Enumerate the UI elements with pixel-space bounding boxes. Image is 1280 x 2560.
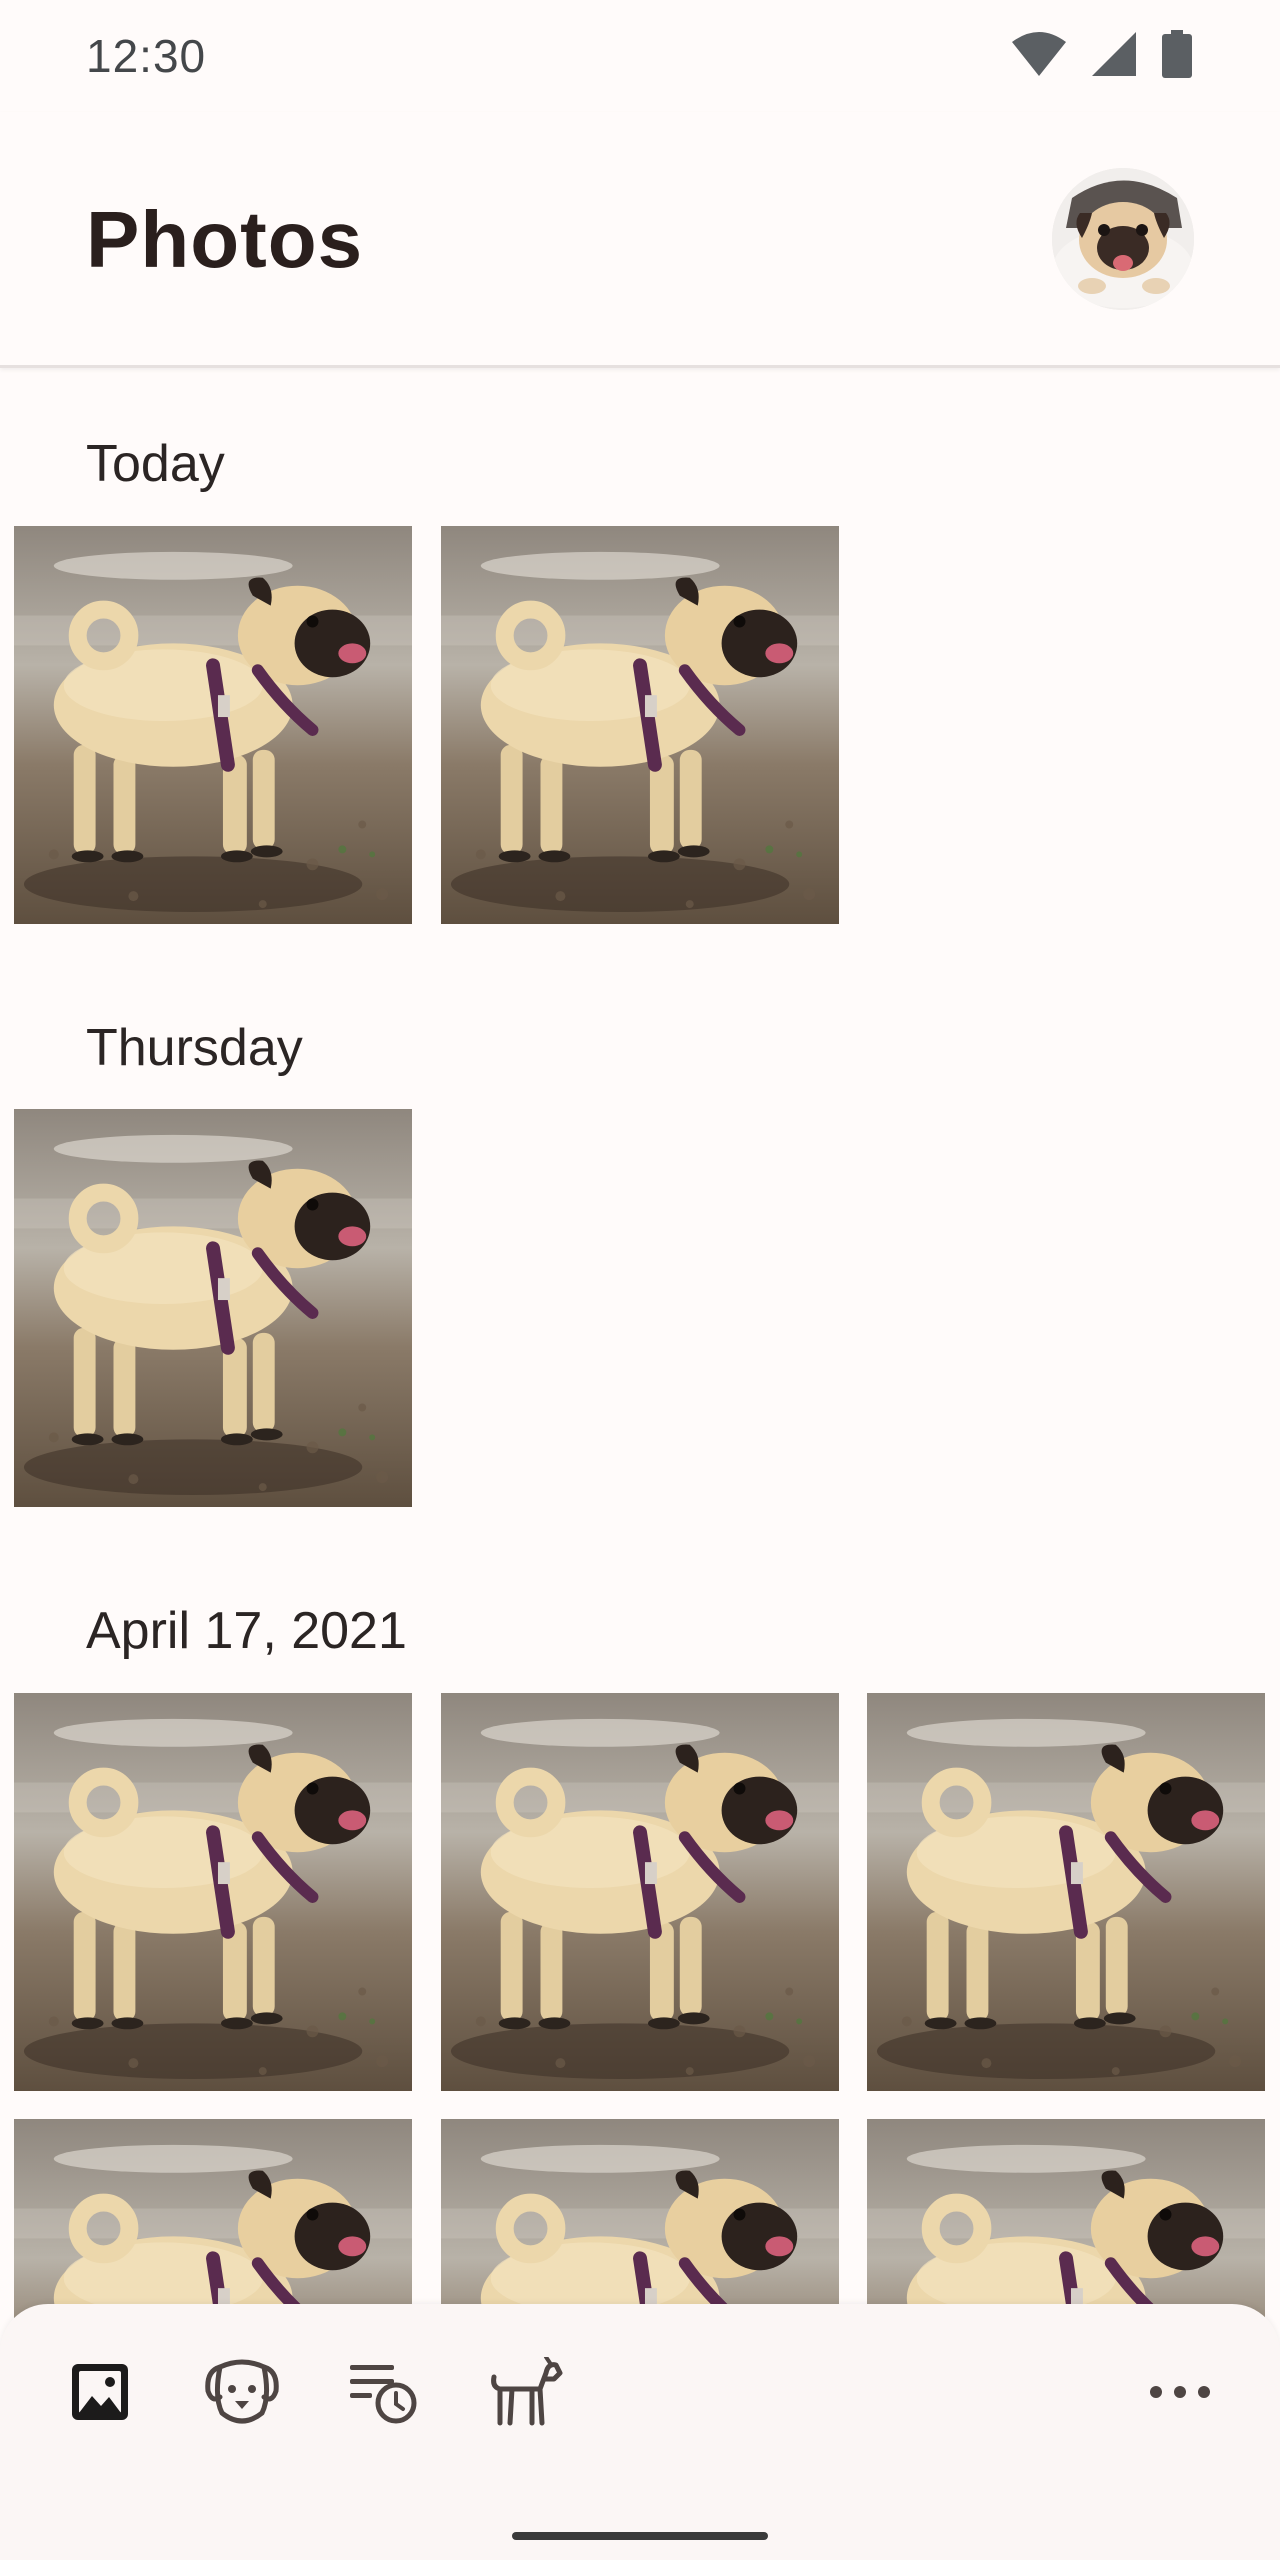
pug-photo-icon [14,1693,412,2091]
status-time: 12:30 [86,30,207,82]
top-app-bar: Photos [0,112,1280,368]
wifi-icon [1012,31,1066,81]
page-title: Photos [86,195,364,284]
nav-schedule-button[interactable] [336,2344,432,2440]
nav-photos-button[interactable] [52,2344,148,2440]
status-bar: 12:30 [0,0,1280,112]
dog-walk-icon [491,2357,563,2426]
pug-avatar-icon [1052,168,1194,310]
nav-more-button[interactable] [1132,2344,1228,2440]
photo-thumbnail[interactable] [867,1693,1265,2091]
pug-photo-icon [441,526,839,924]
dog-face-icon [205,2359,279,2424]
avatar[interactable] [1052,168,1194,310]
pug-photo-icon [441,1693,839,2091]
bottom-navigation [0,2304,1280,2560]
section-header-april-17-2021: April 17, 2021 [86,1602,407,1660]
section-header-thursday: Thursday [86,1019,303,1077]
photo-thumbnail[interactable] [441,526,839,924]
photo-thumbnail[interactable] [14,1109,412,1507]
pug-photo-icon [14,1109,412,1507]
schedule-list-icon [350,2365,417,2424]
pug-photo-icon [14,526,412,924]
photo-thumbnail[interactable] [441,1693,839,2091]
pug-photo-icon [867,1693,1265,2091]
status-icons [1012,29,1192,83]
photos-icon [72,2364,128,2420]
gesture-bar[interactable] [512,2532,768,2540]
battery-icon [1162,29,1192,83]
signal-icon [1092,31,1136,81]
more-icon [1150,2386,1210,2398]
photo-thumbnail[interactable] [14,1693,412,2091]
photo-thumbnail[interactable] [14,526,412,924]
nav-dog-profile-button[interactable] [194,2344,290,2440]
section-header-today: Today [86,435,225,493]
nav-walk-button[interactable] [478,2344,574,2440]
